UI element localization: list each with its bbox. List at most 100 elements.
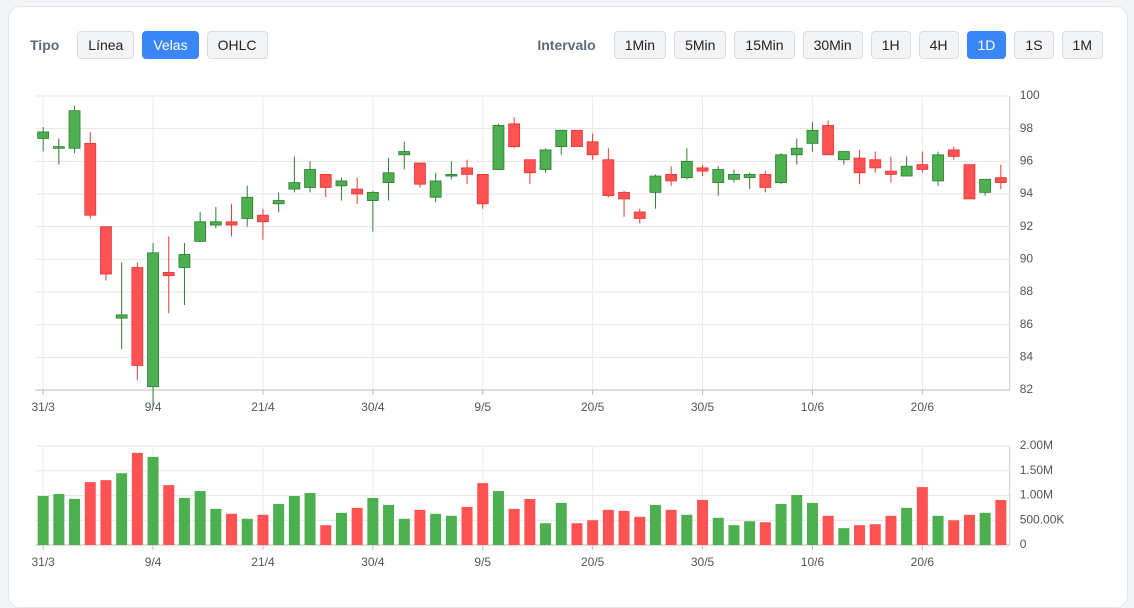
volume-bar	[257, 514, 269, 545]
volume-bar	[69, 498, 81, 545]
x-tick-label: 10/6	[801, 555, 825, 569]
volume-bar	[53, 494, 65, 545]
x-tick-label: 20/6	[911, 555, 935, 569]
candle-body	[492, 125, 505, 170]
volume-bar	[445, 515, 457, 545]
y-tick-label: 94	[1020, 186, 1034, 200]
candle-body	[304, 169, 316, 188]
candle-body	[932, 154, 944, 182]
y-tick-label: 500.00K	[1020, 512, 1065, 526]
volume-bar	[791, 495, 803, 545]
volume-bar	[273, 503, 285, 545]
interval-button[interactable]: 1H	[870, 31, 911, 59]
volume-bar	[288, 495, 300, 545]
candle-body	[885, 170, 897, 175]
candle-body	[476, 173, 489, 205]
x-tick-label: 9/4	[145, 400, 162, 414]
candle-body	[445, 173, 458, 177]
volume-bar	[163, 485, 175, 545]
candle-body	[84, 142, 97, 216]
volume-bar	[681, 514, 693, 545]
candle-body	[257, 214, 269, 223]
candle-body	[115, 314, 128, 319]
interval-button[interactable]: 1M	[1061, 31, 1103, 59]
x-tick-label: 31/3	[31, 400, 55, 414]
chart: 82 84 86 88 90 92 94 96 98 100 31/3 9/4 21/4 30/4 9/5 2…	[31, 88, 1065, 569]
candle-body	[728, 173, 740, 180]
volume-bar	[712, 517, 724, 545]
x-tick-label: 20/5	[581, 555, 605, 569]
volume-bar	[602, 509, 614, 545]
interval-button[interactable]: 5Min	[674, 31, 727, 59]
volume-bar	[995, 499, 1007, 545]
volume-bar	[351, 507, 363, 545]
x-tick-label: 9/5	[474, 555, 491, 569]
candle-body	[508, 123, 521, 148]
volume-bar	[822, 515, 834, 545]
interval-button[interactable]: 30Min	[802, 31, 863, 59]
volume-bar	[241, 518, 253, 545]
candle-body	[382, 172, 395, 183]
volume-bar	[492, 491, 504, 545]
interval-button[interactable]: 15Min	[734, 31, 795, 59]
volume-bar	[210, 508, 222, 545]
candle-body	[241, 196, 254, 219]
type-label: Tipo	[30, 37, 60, 53]
y-tick-label: 90	[1020, 252, 1034, 266]
volume-bar	[901, 507, 913, 545]
volume-bar	[885, 515, 897, 545]
candle-body	[414, 162, 426, 185]
interval-button[interactable]: 1S	[1014, 31, 1054, 59]
candle-body	[68, 110, 81, 149]
candle-body	[335, 180, 348, 187]
candle-body	[178, 254, 191, 268]
type-button[interactable]: Velas	[142, 31, 199, 59]
volume-bar	[697, 499, 709, 545]
volume-bar	[430, 513, 442, 545]
candle-body	[696, 167, 709, 172]
x-tick-label: 9/5	[474, 400, 491, 414]
volume-bar	[728, 525, 740, 545]
candle-body	[633, 211, 646, 219]
candle-body	[319, 173, 332, 188]
volume-bar	[304, 493, 316, 545]
interval-button[interactable]: 4H	[918, 31, 959, 59]
interval-controls: Intervalo 1Min 5Min 15Min 30Min 1H 4H 1D 1S 1M	[537, 31, 1103, 59]
volume-bar	[524, 498, 536, 545]
volume-bar	[649, 504, 661, 545]
volume-bar	[963, 514, 975, 545]
interval-button[interactable]: 1D	[966, 31, 1007, 59]
volume-bar	[838, 528, 850, 545]
volume-bar	[540, 523, 552, 545]
candle-body	[571, 129, 583, 148]
candle-body	[131, 267, 144, 366]
candle-body	[272, 200, 285, 205]
candle-body	[147, 252, 159, 388]
candle-body	[790, 147, 803, 156]
volume-bar	[869, 524, 881, 545]
interval-button[interactable]: 1Min	[613, 31, 667, 59]
candle-body	[837, 151, 850, 161]
x-tick-label: 21/4	[251, 555, 275, 569]
volume-bar	[618, 510, 630, 545]
volume-bar	[916, 487, 928, 545]
x-tick-label: 9/4	[145, 555, 162, 569]
candle-body	[853, 157, 866, 174]
candle-body	[665, 173, 678, 182]
candle-body	[979, 178, 992, 193]
candle-body	[461, 167, 473, 175]
y-tick-label: 100	[1020, 88, 1040, 102]
type-button[interactable]: OHLC	[206, 31, 268, 59]
x-tick-label: 30/4	[361, 555, 385, 569]
candle-body	[743, 173, 756, 179]
candle-body	[602, 159, 615, 197]
candle-body	[947, 149, 960, 157]
candle-body	[366, 191, 379, 201]
candle-body	[539, 149, 552, 170]
candle-body	[162, 271, 175, 277]
volume-bar	[932, 515, 944, 545]
volume-bar	[555, 502, 567, 545]
candle-body	[52, 146, 65, 149]
y-tick-label: 2.00M	[1020, 438, 1053, 452]
type-button[interactable]: Línea	[77, 31, 135, 59]
